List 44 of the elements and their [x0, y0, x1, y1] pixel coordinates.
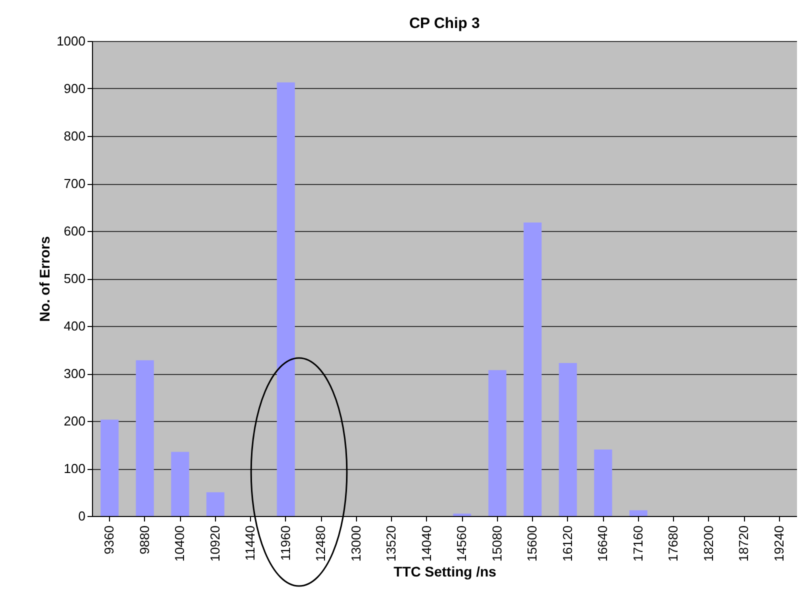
bar [206, 492, 224, 516]
x-tick-label: 18200 [700, 526, 716, 562]
y-tick-label: 600 [64, 224, 86, 238]
y-axis-title: No. of Errors [36, 236, 53, 322]
y-tick-label: 900 [64, 81, 86, 96]
x-tick-label: 9880 [136, 526, 152, 554]
x-tick-label: 10920 [207, 526, 222, 562]
y-tick-label: 500 [64, 271, 86, 286]
x-tick-label: 11440 [242, 526, 258, 561]
x-tick-label: 15600 [524, 526, 540, 562]
bar [276, 82, 295, 516]
chart-title: CP Chip 3 [409, 15, 480, 32]
bar [629, 510, 648, 516]
y-tick-label: 700 [64, 176, 86, 191]
x-tick-label: 13520 [384, 526, 399, 562]
bar [100, 420, 119, 516]
bar [558, 363, 577, 516]
x-tick-label: 14040 [418, 526, 434, 562]
y-tick-label: 100 [64, 461, 86, 476]
x-tick-label: 17160 [630, 526, 646, 562]
x-tick-label: 19240 [771, 526, 786, 562]
x-tick-label: 11960 [278, 526, 293, 561]
bar [594, 450, 612, 516]
y-tick-label: 200 [64, 414, 86, 428]
y-tick-label: 1000 [56, 34, 86, 48]
x-axis-title: TTC Setting /ns [394, 564, 497, 580]
x-tick-label: 12480 [313, 526, 328, 562]
x-tick-label: 14560 [454, 526, 470, 562]
y-tick-label: 800 [64, 128, 86, 144]
x-tick-label: 10400 [172, 526, 188, 562]
x-tick-label: 16120 [560, 526, 575, 562]
x-tick-label: 13000 [348, 526, 364, 562]
bar [136, 360, 154, 516]
bar [171, 452, 190, 516]
x-tick-label: 18720 [736, 526, 752, 562]
x-tick-label: 15080 [489, 526, 504, 562]
y-tick-label: 300 [64, 366, 86, 381]
x-tick-label: 17680 [666, 526, 681, 562]
y-tick-label: 0 [78, 508, 86, 524]
bar [488, 370, 506, 516]
bar [524, 222, 542, 516]
x-tick-label: 16640 [595, 526, 610, 562]
y-tick-label: 400 [64, 318, 86, 334]
x-tick-label: 9360 [102, 526, 117, 554]
